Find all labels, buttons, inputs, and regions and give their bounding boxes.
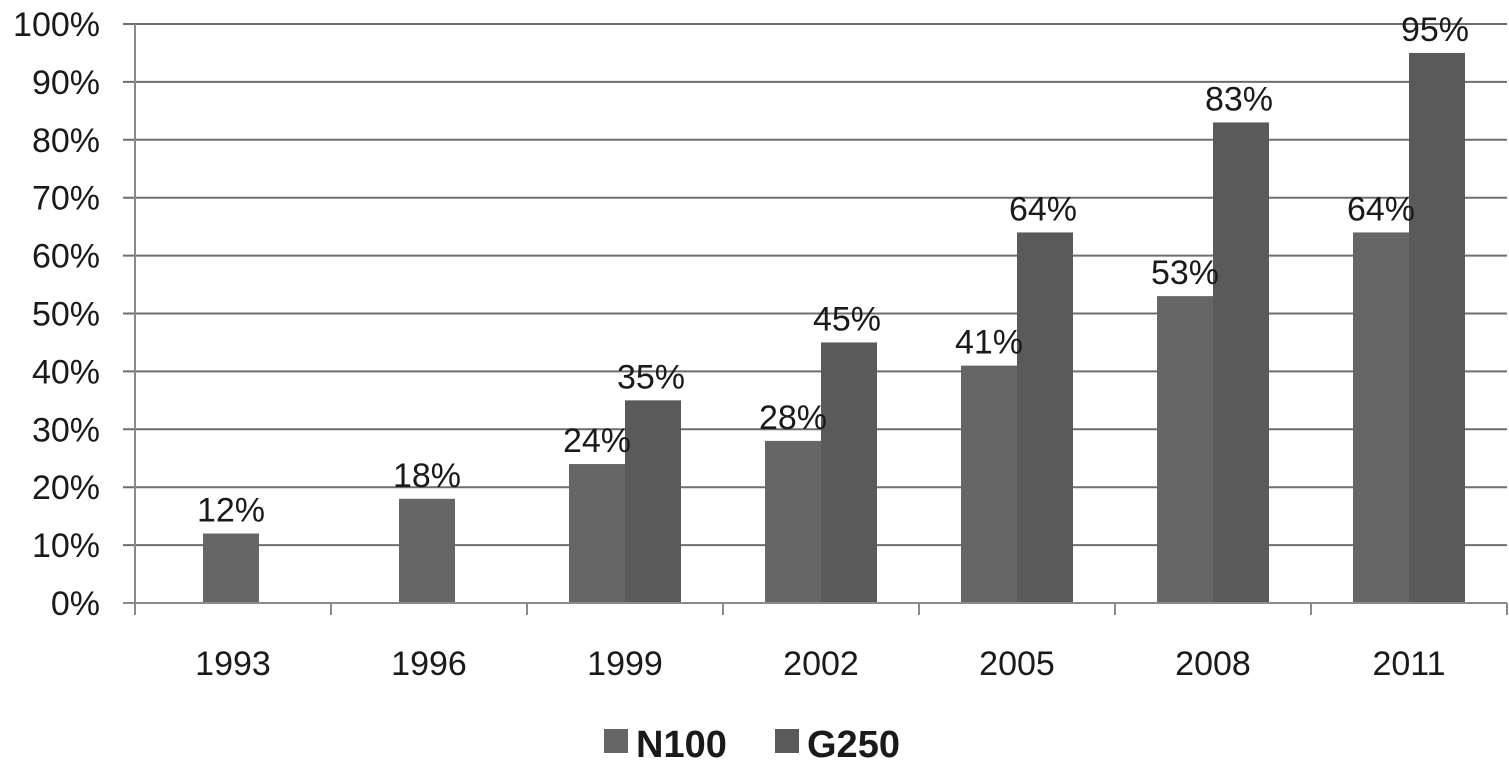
- y-tick-label: 90%: [32, 64, 100, 102]
- bar-n100-2011: [1353, 232, 1409, 603]
- y-tick-label: 50%: [32, 296, 100, 334]
- bar-g250-2002: [821, 342, 877, 603]
- y-tick-label: 20%: [32, 469, 100, 507]
- bar-n100-1993: [203, 533, 259, 603]
- data-label-n100-1999: 24%: [563, 422, 631, 460]
- data-label-g250-2008: 83%: [1205, 80, 1273, 118]
- bar-g250-2005: [1017, 232, 1073, 603]
- y-tick-label: 100%: [13, 6, 100, 44]
- data-labels: 12% 18% 24% 35% 28% 45% 41% 64% 53% 83% 64% 95%: [197, 11, 1469, 530]
- y-axis-tick-labels: 0% 10% 20% 30% 40% 50% 60% 70% 80% 90% 100%: [13, 6, 100, 623]
- data-label-n100-2008: 53%: [1151, 254, 1219, 292]
- bar-g250-1999: [625, 400, 681, 603]
- x-axis: [123, 24, 1508, 615]
- y-tick-label: 60%: [32, 238, 100, 276]
- bar-n100-2008: [1157, 296, 1213, 603]
- data-label-n100-2005: 41%: [955, 324, 1023, 362]
- y-tick-label: 30%: [32, 411, 100, 449]
- data-label-n100-1996: 18%: [393, 457, 461, 495]
- data-label-g250-2005: 64%: [1009, 190, 1077, 228]
- y-tick-label: 80%: [32, 122, 100, 160]
- y-tick-label: 0%: [51, 585, 100, 623]
- data-label-g250-2002: 45%: [813, 300, 881, 338]
- bar-g250-2011: [1409, 52, 1465, 603]
- bar-n100-1996: [399, 498, 455, 603]
- x-tick-label: 1999: [587, 645, 663, 683]
- legend-label-g250: G250: [807, 724, 900, 763]
- x-tick-label: 2002: [783, 645, 859, 683]
- y-tick-label: 40%: [32, 353, 100, 391]
- legend-swatch-g250: [775, 729, 799, 753]
- gridlines: [123, 23, 1507, 547]
- data-label-g250-2011: 95%: [1401, 11, 1469, 49]
- x-tick-label: 2005: [979, 645, 1055, 683]
- data-label-g250-1999: 35%: [617, 358, 685, 396]
- legend-label-n100: N100: [636, 724, 727, 763]
- bar-g250-2008: [1213, 122, 1269, 604]
- legend: N100 G250: [604, 724, 900, 763]
- bar-n100-2005: [961, 365, 1017, 603]
- data-label-n100-2011: 64%: [1347, 190, 1415, 228]
- x-tick-label: 1993: [195, 645, 271, 683]
- x-tick-label: 2008: [1175, 645, 1251, 683]
- bar-n100-2002: [765, 440, 821, 603]
- x-tick-label: 1996: [391, 645, 467, 683]
- bars: [203, 52, 1465, 604]
- y-tick-label: 10%: [32, 527, 100, 565]
- data-label-n100-2002: 28%: [759, 399, 827, 437]
- y-tick-label: 70%: [32, 180, 100, 218]
- x-axis-tick-labels: 1993 1996 1999 2002 2005 2008 2011: [195, 645, 1445, 683]
- legend-swatch-n100: [604, 729, 628, 753]
- data-label-n100-1993: 12%: [197, 492, 265, 530]
- x-tick-label: 2011: [1372, 645, 1445, 683]
- bar-n100-1999: [569, 464, 625, 603]
